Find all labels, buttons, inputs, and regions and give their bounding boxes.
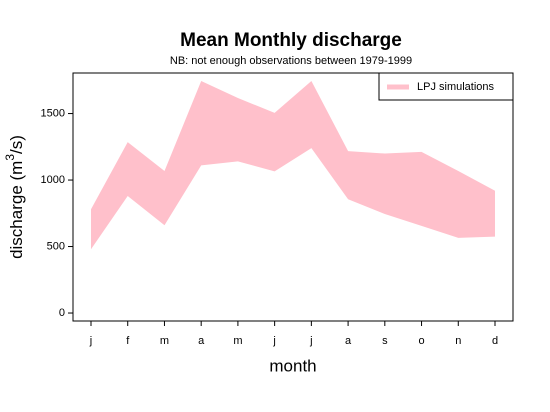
y-axis-label: discharge (m3/s): [3, 135, 26, 259]
x-tick-label: m: [233, 335, 242, 347]
x-tick-label: m: [160, 335, 169, 347]
x-tick-label: j: [309, 335, 312, 347]
band-area: [91, 81, 495, 250]
y-label-sup: 3: [3, 154, 17, 161]
plot-frame: [72, 72, 514, 322]
y-tick-label: 0: [59, 307, 65, 319]
y-tick-label: 500: [47, 240, 65, 252]
chart-subtitle: NB: not enough observations between 1979…: [170, 55, 412, 67]
x-tick-label: o: [418, 335, 424, 347]
x-tick-label: n: [455, 335, 461, 347]
legend-label: LPJ simulations: [417, 81, 495, 93]
x-tick-label: a: [198, 335, 205, 347]
x-tick-label: s: [382, 335, 388, 347]
y-tick-label: 1000: [41, 174, 65, 186]
y-tick-label: 1500: [41, 107, 65, 119]
x-tick-label: d: [492, 335, 498, 347]
x-tick-label: j: [272, 335, 275, 347]
x-axis-label: month: [269, 356, 316, 375]
x-tick-label: j: [89, 335, 92, 347]
x-tick-label: a: [345, 335, 352, 347]
y-label-part: discharge (m: [7, 161, 26, 259]
x-tick-label: f: [126, 335, 130, 347]
y-label-part: /s): [7, 135, 26, 154]
chart-title: Mean Monthly discharge: [180, 30, 402, 51]
